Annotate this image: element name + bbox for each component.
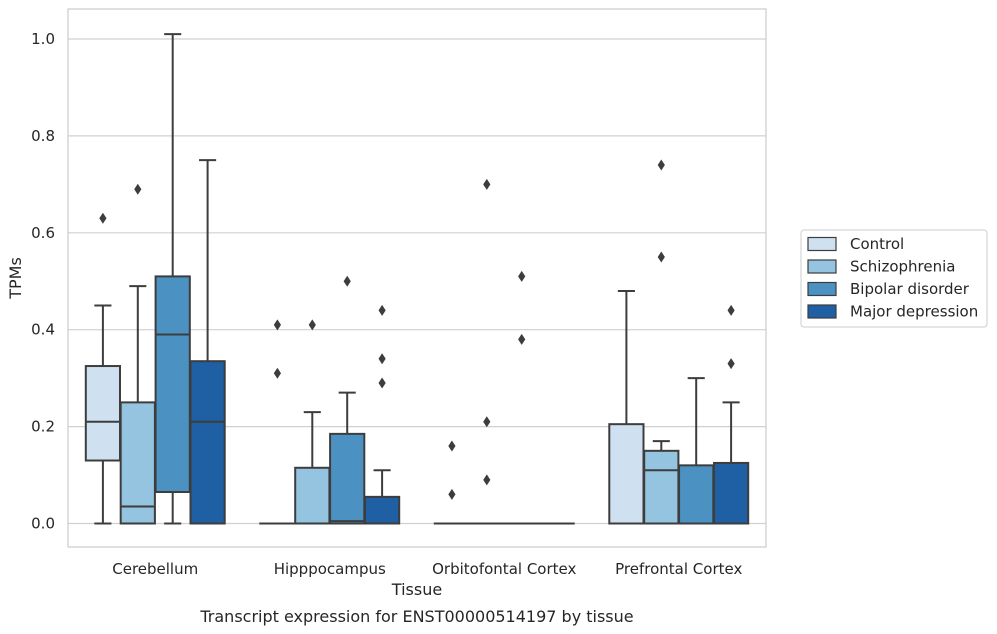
box-body [678, 464, 715, 525]
box-body [608, 423, 645, 525]
legend-swatch [807, 236, 837, 252]
legend-item: Control [807, 235, 904, 253]
legend-label: Control [850, 235, 904, 253]
box-major-depression [363, 304, 401, 525]
outlier-marker [727, 358, 735, 370]
box-body [154, 275, 191, 494]
legend-label: Major depression [850, 303, 978, 321]
box-major-depression [712, 304, 750, 525]
outlier-marker [273, 319, 281, 331]
box-groups [84, 33, 750, 525]
outlier-marker [483, 178, 491, 190]
legend-label: Bipolar disorder [850, 280, 970, 298]
box-body [329, 432, 366, 525]
x-tick-label: Cerebellum [112, 560, 198, 578]
x-tick-label: Orbitofontal Cortex [432, 560, 576, 578]
outlier-marker [99, 212, 107, 224]
box-major-depression [189, 159, 226, 525]
box-body [119, 401, 156, 525]
outlier-marker [378, 377, 386, 389]
box-body [189, 360, 226, 525]
box-bipolar-disorder [329, 275, 366, 525]
legend-item: Schizophrenia [807, 258, 955, 276]
outlier-marker [448, 440, 456, 452]
outlier-marker [657, 251, 665, 263]
legend: Control Schizophrenia Bipolar disorder Majo… [800, 229, 988, 328]
y-tick-label: 0.0 [31, 515, 55, 533]
chart-caption: Transcript expression for ENST0000051419… [199, 607, 633, 626]
box-body [84, 365, 122, 462]
outlier-marker [273, 367, 281, 379]
legend-item: Major depression [807, 303, 978, 321]
y-tick-label: 0.2 [31, 418, 55, 436]
x-tick-label: Prefrontal Cortex [615, 560, 742, 578]
y-axis-ticks: 0.0 0.2 0.4 0.6 0.8 1.0 [31, 30, 55, 533]
box-body [294, 466, 331, 525]
y-tick-label: 0.8 [31, 127, 55, 145]
outlier-marker [448, 488, 456, 500]
box-body [712, 461, 750, 525]
outlier-marker [727, 304, 735, 316]
box-schizophrenia [294, 319, 331, 525]
outlier-marker [518, 333, 526, 345]
box-bipolar-disorder [154, 33, 191, 525]
box-control [84, 212, 122, 525]
outlier-marker [518, 270, 526, 282]
x-axis-title: Tissue [391, 580, 442, 599]
outlier-marker [308, 319, 316, 331]
x-tick-label: Hipppocampus [274, 560, 386, 578]
box-body [643, 449, 680, 525]
outlier-marker [378, 304, 386, 316]
legend-item: Bipolar disorder [807, 280, 970, 298]
x-axis-ticks: Cerebellum Hipppocampus Orbitofontal Corte… [112, 560, 742, 578]
box-body [363, 495, 401, 525]
legend-swatch [807, 281, 837, 297]
outlier-marker [483, 474, 491, 486]
legend-label: Schizophrenia [850, 258, 955, 276]
legend-swatch [807, 259, 837, 274]
y-tick-label: 0.6 [31, 224, 55, 242]
legend-frame [800, 229, 988, 328]
y-axis-title: TPMs [6, 257, 25, 300]
legend-swatch [807, 304, 837, 319]
outlier-marker [134, 183, 142, 195]
y-tick-label: 0.4 [31, 321, 55, 339]
y-tick-label: 1.0 [31, 30, 55, 48]
outlier-marker [343, 275, 351, 287]
outlier-marker [378, 353, 386, 365]
outlier-marker [657, 159, 665, 171]
outlier-marker [483, 416, 491, 428]
